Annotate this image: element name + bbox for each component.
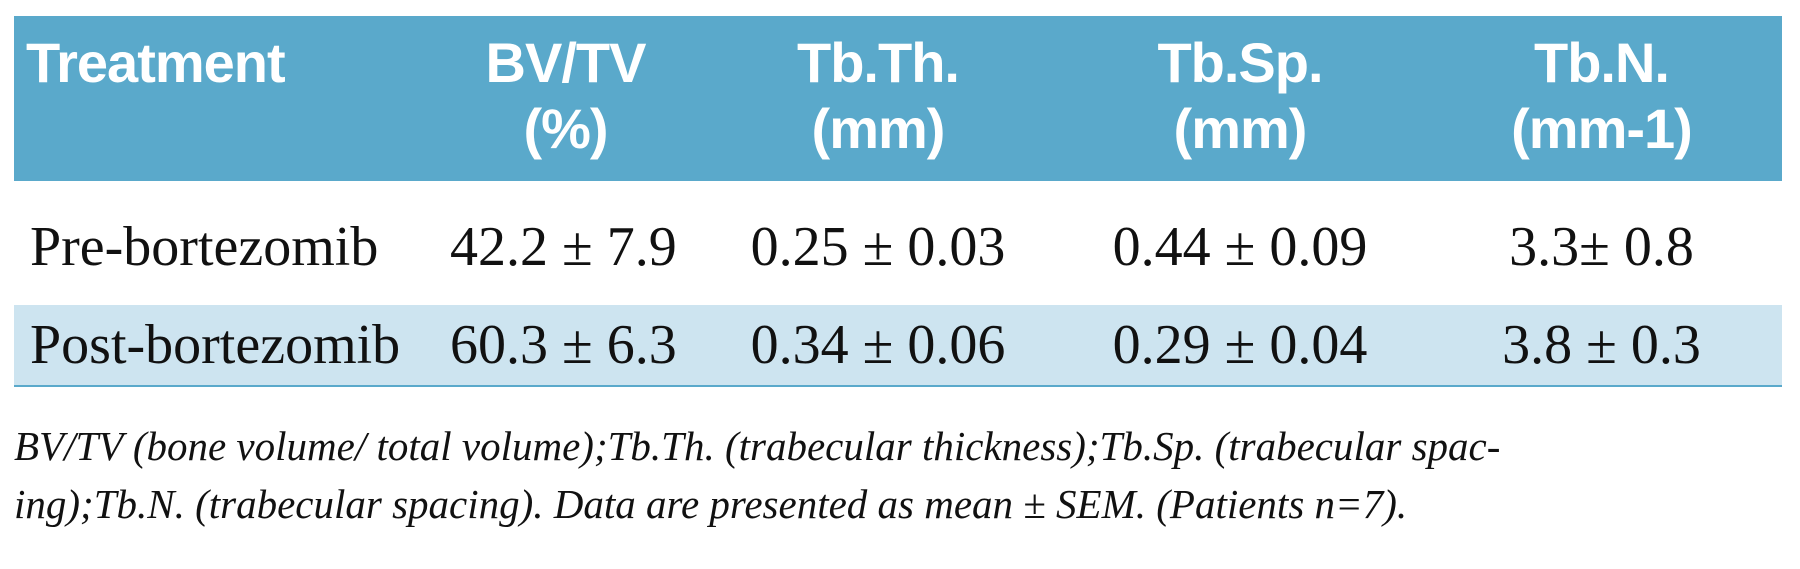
footnote-line-1: BV/TV (bone volume/ total volume);Tb.Th.… [14, 423, 1501, 469]
cell-tbth: 0.34 ± 0.06 [750, 314, 1006, 376]
column-header-bvtv: BV/TV (%) [485, 31, 647, 160]
column-header-tbn: Tb.N. (mm-1) [1511, 31, 1693, 160]
table-row: Post-bortezomib 60.3 ± 6.3 0.34 ± 0.06 0… [14, 305, 1782, 385]
column-header-treatment: Treatment [26, 31, 286, 94]
cell-tbn: 3.3± 0.8 [1509, 216, 1694, 278]
table-bottom-rule [14, 385, 1782, 387]
table-row: Pre-bortezomib 42.2 ± 7.9 0.25 ± 0.03 0.… [14, 201, 1782, 293]
cell-tbsp: 0.44 ± 0.09 [1112, 216, 1368, 278]
data-table: Treatment BV/TV (%) Tb.Th. (mm) Tb.Sp. (… [14, 16, 1782, 387]
cell-treatment: Post-bortezomib [30, 314, 401, 376]
footnote-line-2: ing);Tb.N. (trabecular spacing). Data ar… [14, 481, 1408, 527]
column-header-tbsp: Tb.Sp. (mm) [1157, 31, 1323, 160]
cell-treatment: Pre-bortezomib [30, 216, 379, 278]
table-footnote: BV/TV (bone volume/ total volume);Tb.Th.… [14, 417, 1784, 533]
column-header-tbth: Tb.Th. (mm) [797, 31, 960, 160]
cell-bvtv: 60.3 ± 6.3 [450, 314, 677, 376]
table-header: Treatment BV/TV (%) Tb.Th. (mm) Tb.Sp. (… [14, 16, 1782, 181]
cell-bvtv: 42.2 ± 7.9 [450, 216, 677, 278]
cell-tbsp: 0.29 ± 0.04 [1112, 314, 1368, 376]
cell-tbth: 0.25 ± 0.03 [750, 216, 1006, 278]
cell-tbn: 3.8 ± 0.3 [1502, 314, 1701, 376]
